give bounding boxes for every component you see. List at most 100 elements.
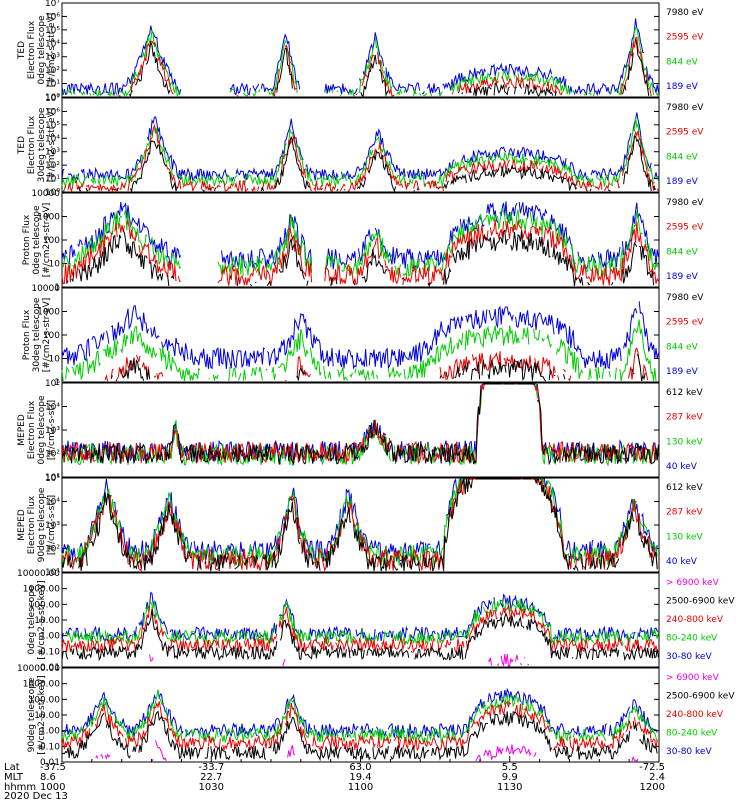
x-tick-label-mlt: 9.9 (502, 772, 518, 783)
legend-entry: > 6900 keV (666, 673, 720, 683)
series-trace-844-ev (61, 27, 659, 98)
x-tick-label-hhmm: 1200 (640, 782, 665, 793)
series-trace-240-800-kev (61, 603, 659, 654)
legend-entry: 287 keV (666, 413, 703, 423)
y-axis-label-line: Electron Flux (27, 115, 37, 174)
legend-entry: 40 keV (666, 462, 698, 472)
y-axis-label-line: 0deg telescope (37, 15, 47, 85)
y-tick-label: 10⁴ (45, 403, 60, 413)
y-axis-label-line: 30deg telescope (32, 297, 42, 372)
y-axis-label-line: MEPED (17, 414, 27, 446)
y-tick-label: 10.00 (34, 616, 60, 626)
legend-entry: 189 eV (666, 82, 699, 92)
y-axis-label-line: [#/cm2-s-str-eV] (42, 298, 52, 373)
legend-entry: 844 eV (666, 57, 699, 67)
y-axis-label-line: 90deg telescope (37, 487, 47, 562)
y-axis-label: MEPED Electron Flux 90deg telescope [#/cm2-… (17, 487, 57, 562)
x-tick-label-mlt: 2.4 (649, 772, 665, 783)
y-tick-label: 10⁷ (45, 94, 60, 104)
x-tick-label-hhmm: 1130 (497, 782, 522, 793)
series-trace-612-kev (61, 478, 658, 572)
legend-entry: 7980 eV (666, 103, 704, 113)
y-axis-label-line: [#/cm2-s-str] (47, 400, 57, 460)
y-axis-label: TED Electron Flux 0deg telescope [#/cm2-s-s… (17, 13, 57, 88)
y-tick-label: 1000.00 (23, 680, 60, 690)
x-tick-label-hhmm: 1000 (40, 782, 65, 793)
y-tick-label: 10¹ (45, 473, 60, 483)
y-tick-label: 10⁵ (45, 474, 60, 484)
y-tick-label: 0.10 (40, 647, 60, 657)
x-row-label-lat: Lat (4, 762, 20, 773)
legend-entry: 844 eV (666, 152, 699, 162)
legend-entry: 189 eV (666, 177, 699, 187)
legend-entry: 130 keV (666, 532, 703, 542)
legend-entry: 7980 eV (666, 198, 704, 208)
legend-entry: 7980 eV (666, 293, 704, 303)
x-tick-label-mlt: 8.6 (40, 772, 56, 783)
y-axis-label: 0deg telescope [#/cm2-s-str-keV] (27, 580, 47, 659)
y-axis-label: Proton Flux 0deg telescope [#/cm2-s-str-eV… (22, 203, 52, 278)
panel-3: 1 10 100 1000 10000 Proton Flux 0deg telescope… (22, 189, 704, 293)
legend-entry: 2595 eV (666, 128, 704, 138)
legend-entry: 30-80 keV (666, 652, 712, 662)
y-tick-label: 10⁵ (45, 379, 60, 389)
series-trace-80-240-kev (61, 689, 658, 744)
y-tick-label: 10⁵ (45, 121, 60, 131)
panel-1: 10⁰ 10¹ 10² 10³ 10⁴ 10⁵ 10⁶ 10⁷ TED Electron Flux… (17, 0, 704, 103)
legend-entry: 40 keV (666, 557, 698, 567)
y-tick-label: 10² (45, 161, 60, 171)
y-tick-label: 10⁴ (45, 134, 60, 144)
legend-entry: 80-240 keV (666, 729, 718, 739)
series-trace-2500-6900-kev (61, 710, 658, 762)
y-tick-label: 1000.00 (23, 585, 60, 595)
x-tick-label-lat: -37.5 (40, 762, 66, 773)
y-tick-label: 10⁰ (45, 188, 60, 198)
y-tick-label: 100.00 (29, 600, 61, 610)
series-trace-7980-ev (110, 354, 646, 382)
y-tick-label: 10 (49, 260, 61, 270)
y-tick-label: 10⁴ (45, 498, 60, 508)
y-tick-label: 10000 (31, 284, 60, 294)
y-axis-label-line: 0deg telescope (32, 205, 42, 275)
series-trace-7980-ev (63, 135, 657, 193)
y-tick-label: 10⁶ (45, 107, 60, 117)
legend-entry: 612 keV (666, 388, 703, 398)
series-trace-189-ev (61, 301, 659, 370)
panel-frame (61, 287, 660, 383)
y-tick-label: 10000.00 (17, 664, 60, 674)
y-tick-label: 100 (43, 331, 60, 341)
y-tick-label: 10² (45, 545, 60, 555)
y-axis-label-line: [#/cm2-s-str-eV] (47, 13, 57, 88)
series-trace-2595-ev (61, 219, 659, 288)
legend-entry: 189 eV (666, 367, 699, 377)
y-axis-label-line: TED (17, 41, 27, 60)
y-axis-label-line: [#/cm2-s-str-eV] (42, 203, 52, 278)
x-tick-label-mlt: 22.7 (200, 772, 222, 783)
y-axis-label-line: [#/cm2-s-str-eV] (47, 108, 57, 183)
y-axis-label-line: Electron Flux (27, 400, 37, 459)
legend-entry: > 6900 keV (666, 578, 720, 588)
y-axis-label-line: 0deg telescope (37, 395, 47, 465)
y-tick-label: 10¹ (45, 80, 60, 90)
x-row-label-mlt: MLT (4, 772, 24, 783)
y-tick-label: 10⁰ (45, 93, 60, 103)
panel-5: 10¹ 10² 10³ 10⁴ 10⁵ MEPED Electron Flux 0deg te… (17, 379, 703, 483)
y-axis-label-line: [#/cm2-s-str-keV] (37, 675, 47, 754)
legend-entry: 189 eV (666, 272, 699, 282)
y-tick-label: 10³ (45, 521, 60, 531)
legend-entry: 2500-6900 keV (666, 692, 735, 702)
y-tick-label: 10⁴ (45, 39, 60, 49)
y-tick-label: 10¹ (45, 175, 60, 185)
legend-entry: 130 keV (666, 437, 703, 447)
y-tick-label: 10³ (45, 426, 60, 436)
y-tick-label: 10³ (45, 148, 60, 158)
legend-entry: 844 eV (666, 247, 699, 257)
y-tick-label: 10¹ (45, 568, 60, 578)
y-tick-label: 10² (45, 450, 60, 460)
panel-4: 1 10 100 1000 10000 Proton Flux 30deg telescop… (22, 284, 704, 388)
x-row-label-hhmm: hhmm (4, 782, 36, 793)
x-tick-label-hhmm: 1030 (199, 782, 224, 793)
y-axis-label-line: 0deg telescope (27, 585, 37, 655)
series-trace-612-kev (61, 383, 659, 466)
